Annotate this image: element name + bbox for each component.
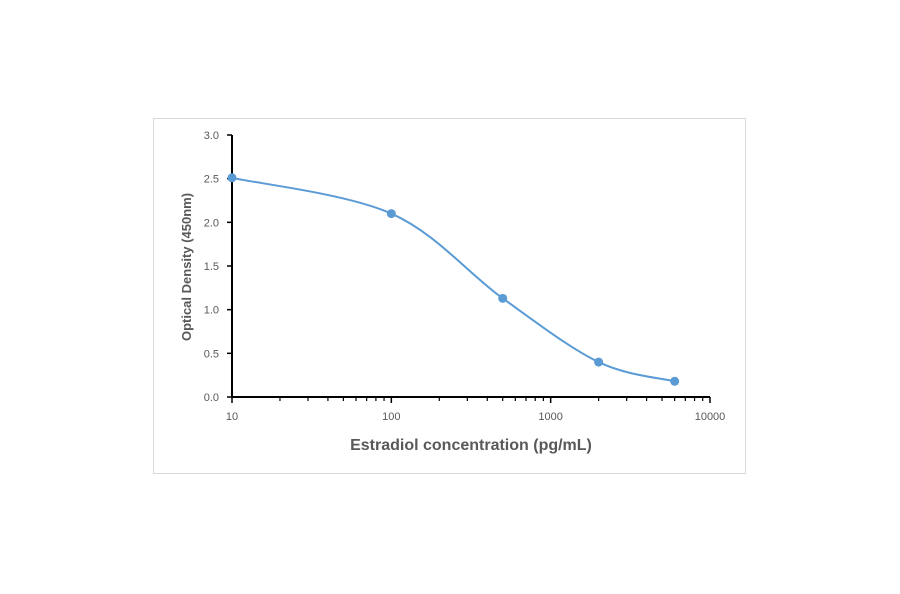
x-tick-label: 10 xyxy=(226,411,238,423)
y-tick-label: 0.0 xyxy=(204,392,219,404)
x-axis-title: Estradiol concentration (pg/mL) xyxy=(350,437,592,454)
y-axis-title: Optical Density (450nm) xyxy=(179,193,194,341)
y-tick-label: 2.0 xyxy=(204,217,219,229)
x-axis-ticks: 10 100 1000 10000 xyxy=(226,397,725,423)
axes xyxy=(231,135,710,398)
y-tick-label: 2.5 xyxy=(204,174,219,186)
data-point xyxy=(498,293,508,303)
y-tick-label: 0.5 xyxy=(204,348,219,360)
data-point xyxy=(386,209,396,219)
y-axis-ticks: 0.0 0.5 1.0 1.5 2.0 2.5 3.0 xyxy=(204,130,232,404)
series-line xyxy=(231,176,675,383)
y-tick-label: 3.0 xyxy=(204,130,219,142)
data-point xyxy=(227,173,237,183)
x-tick-label: 1000 xyxy=(538,411,562,423)
chart-frame xyxy=(153,118,746,474)
x-tick-label: 10000 xyxy=(695,411,726,423)
x-tick-label: 100 xyxy=(382,411,400,423)
series-group xyxy=(227,173,680,386)
y-tick-label: 1.0 xyxy=(204,305,219,317)
data-point xyxy=(594,357,604,367)
data-point xyxy=(670,376,680,386)
y-tick-label: 1.5 xyxy=(204,261,219,273)
